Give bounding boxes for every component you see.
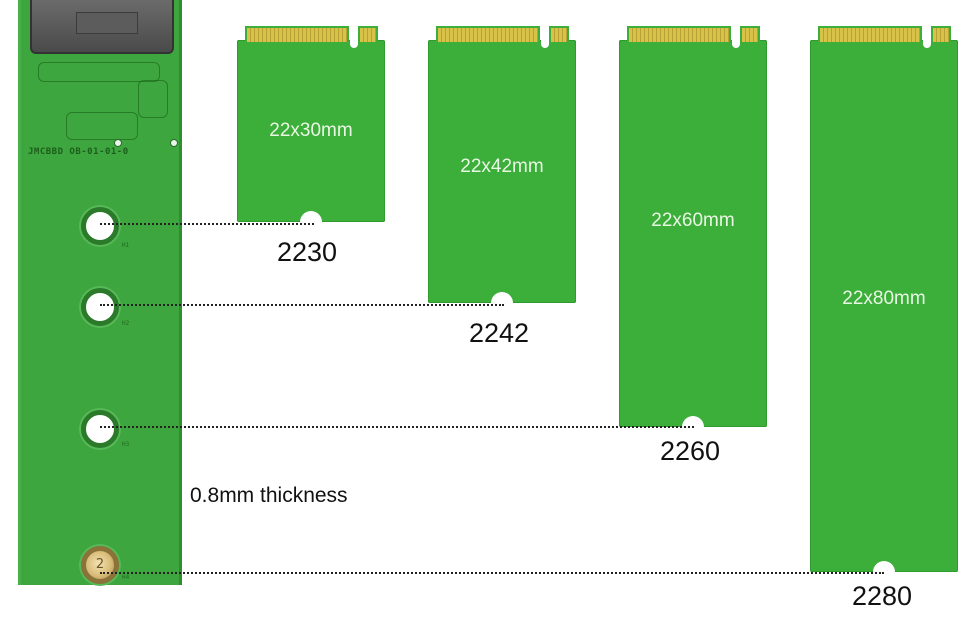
m-key-notch bbox=[923, 26, 931, 48]
gold-contacts bbox=[358, 26, 378, 42]
card-dimensions-label: 22x42mm bbox=[460, 156, 544, 177]
gold-contacts bbox=[436, 26, 540, 42]
pcb-trace bbox=[138, 80, 168, 118]
size-code-2280: 2280 bbox=[852, 581, 913, 611]
hole-tag: H2 bbox=[122, 320, 130, 327]
m-key-notch bbox=[541, 26, 549, 48]
card-pcb bbox=[810, 40, 958, 572]
card-dimensions-label: 22x30mm bbox=[269, 120, 353, 141]
pcb-trace bbox=[66, 112, 138, 140]
mounting-notch bbox=[491, 292, 513, 314]
standoff-mark: 2 bbox=[95, 557, 105, 572]
hole-tag: H4 bbox=[122, 574, 130, 581]
led-indicator bbox=[170, 139, 178, 147]
gold-contacts bbox=[549, 26, 569, 42]
gold-contacts bbox=[245, 26, 349, 42]
mount-hole-2242 bbox=[81, 288, 119, 326]
hole-tag: H3 bbox=[122, 441, 130, 448]
card-pcb bbox=[619, 40, 767, 427]
size-code-2230: 2230 bbox=[277, 237, 338, 267]
m2-adapter-board: JMCBBD OB-01-01-0 H1 H2 H3 2 H4 bbox=[18, 0, 182, 585]
gold-contacts bbox=[931, 26, 951, 42]
ssd-card-2280: 22x80mm bbox=[810, 26, 958, 583]
gold-contacts bbox=[818, 26, 922, 42]
mounting-notch bbox=[873, 561, 895, 583]
hole-tag: H1 bbox=[122, 242, 130, 249]
card-pcb bbox=[237, 40, 385, 222]
mounting-notch bbox=[300, 211, 322, 233]
size-code-2260: 2260 bbox=[660, 436, 721, 466]
gold-contacts bbox=[627, 26, 731, 42]
m-key-notch bbox=[732, 26, 740, 48]
m-key-notch bbox=[350, 26, 358, 48]
brass-standoff-2280: 2 bbox=[81, 546, 119, 584]
ssd-card-2260: 22x60mm bbox=[619, 26, 767, 438]
card-pcb bbox=[428, 40, 576, 303]
connector-latch bbox=[76, 12, 138, 34]
alignment-leader-2242 bbox=[100, 304, 504, 306]
mount-hole-2230 bbox=[81, 207, 119, 245]
size-code-2242: 2242 bbox=[469, 318, 530, 348]
card-dimensions-label: 22x80mm bbox=[842, 288, 926, 309]
gold-contacts bbox=[740, 26, 760, 42]
thickness-label: 0.8mm thickness bbox=[190, 484, 348, 507]
alignment-leader-2280 bbox=[100, 572, 884, 574]
mount-hole-2260 bbox=[81, 410, 119, 448]
ssd-card-2242: 22x42mm bbox=[428, 26, 576, 314]
board-silkscreen: JMCBBD OB-01-01-0 bbox=[28, 147, 129, 157]
smd-pad bbox=[114, 139, 122, 147]
ssd-card-2230: 22x30mm bbox=[237, 26, 385, 233]
card-dimensions-label: 22x60mm bbox=[651, 210, 735, 231]
alignment-leader-2260 bbox=[100, 426, 694, 428]
alignment-leader-2230 bbox=[100, 223, 314, 225]
m2-slot-connector bbox=[30, 0, 174, 54]
pcb-trace bbox=[38, 62, 160, 82]
